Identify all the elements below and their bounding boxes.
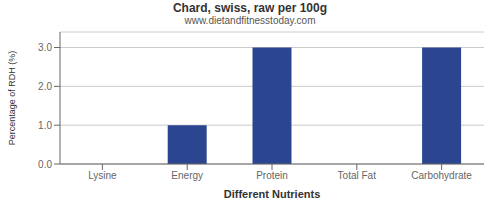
svg-text:3.0: 3.0 <box>38 42 52 53</box>
svg-text:Percentage of RDH (%): Percentage of RDH (%) <box>8 51 17 146</box>
svg-text:2.0: 2.0 <box>38 81 52 92</box>
svg-text:Protein: Protein <box>256 170 288 181</box>
svg-text:Total Fat: Total Fat <box>338 170 377 181</box>
svg-text:Lysine: Lysine <box>88 170 117 181</box>
svg-text:1.0: 1.0 <box>38 120 52 131</box>
svg-text:Different Nutrients: Different Nutrients <box>224 188 321 200</box>
html-text:www.dietandfitnesstoday.com: www.dietandfitnesstoday.com <box>184 15 316 26</box>
svg-text:0.0: 0.0 <box>38 159 52 170</box>
svg-text:Carbohydrate: Carbohydrate <box>411 170 472 181</box>
svg-text:Energy: Energy <box>171 170 203 181</box>
html-text:Chard, swiss, raw per 100g: Chard, swiss, raw per 100g <box>173 1 327 15</box>
